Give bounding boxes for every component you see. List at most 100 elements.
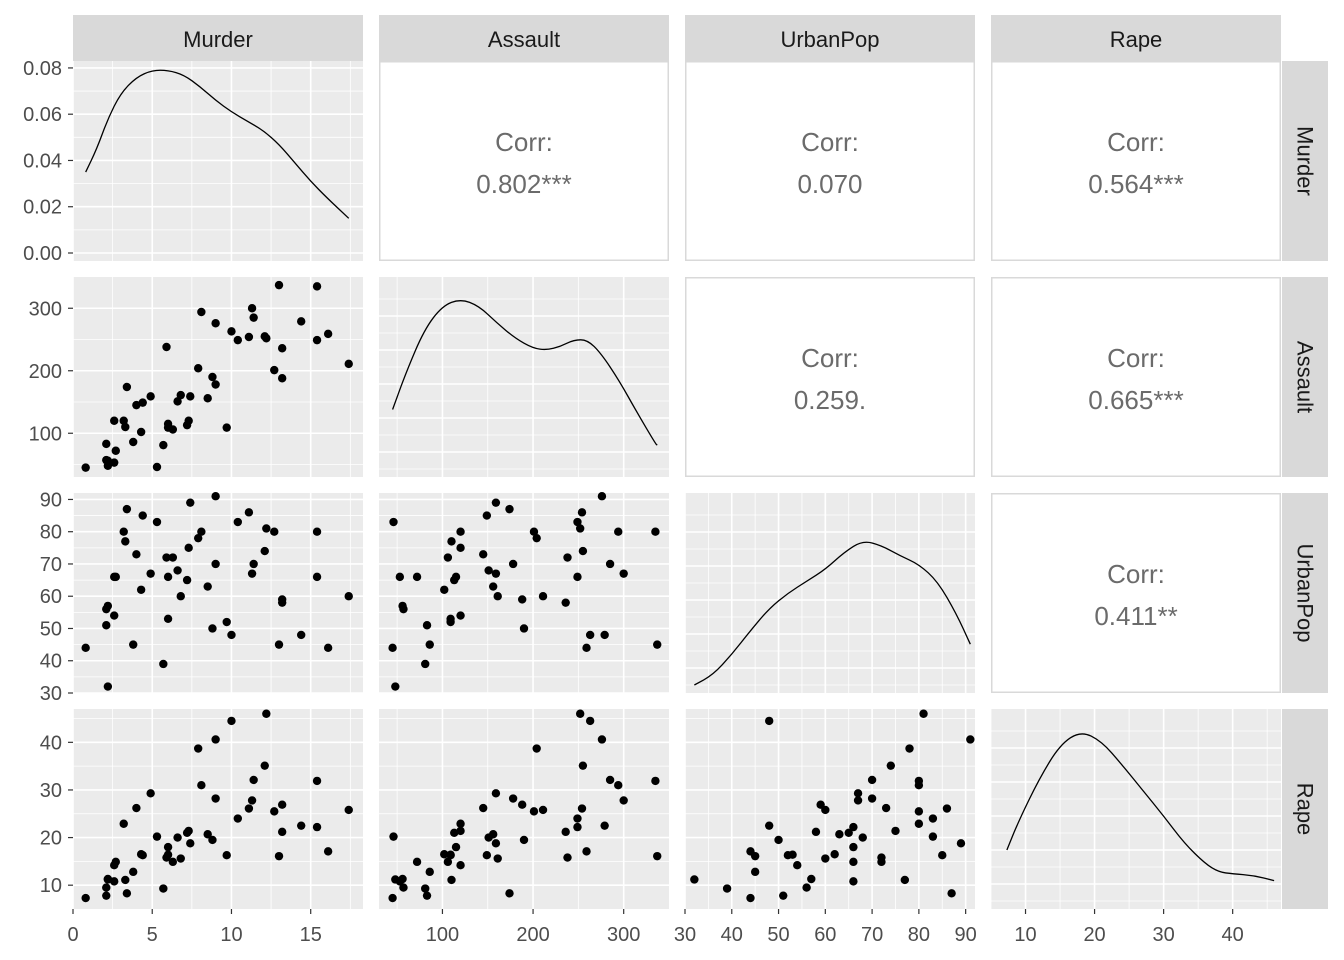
scatter-point (323, 847, 333, 856)
scatter-point (110, 877, 119, 886)
scatter-point (249, 775, 258, 785)
scatter-point (136, 850, 146, 859)
x-tick-label: 70 (861, 924, 883, 946)
scatter-point (111, 857, 120, 867)
scatter-point (162, 342, 171, 352)
scatter-point (168, 425, 178, 434)
scatter-point (389, 517, 398, 527)
scatter-point (227, 630, 236, 640)
scatter-point (260, 761, 269, 770)
column-strip-murder (73, 15, 363, 61)
y-tick-label: 40 (40, 732, 62, 754)
scatter-point (421, 659, 430, 669)
scatter-point (312, 822, 322, 832)
scatter-point (491, 498, 501, 507)
scatter-point (443, 857, 453, 867)
scatter-point (103, 875, 113, 884)
column-strip-assault (379, 15, 669, 61)
panel-background (991, 709, 1281, 909)
scatter-point (162, 553, 171, 562)
scatter-point (152, 517, 162, 527)
scatter-point (938, 850, 947, 860)
scatter-point (573, 822, 582, 832)
panel-background (73, 277, 363, 477)
scatter-point (222, 850, 231, 860)
column-strip-label: UrbanPop (780, 27, 879, 52)
scatter-point (277, 800, 287, 809)
scatter-point (193, 533, 203, 543)
scatter-point (110, 458, 119, 467)
scatter-point (159, 659, 168, 669)
scatter-point (388, 893, 397, 903)
scatter-point (900, 875, 910, 885)
scatter-point (573, 517, 582, 527)
scatter-point (152, 832, 162, 841)
scatter-point (446, 850, 455, 859)
scatter-point (891, 826, 900, 836)
scatter-point (886, 761, 896, 770)
corr-value: 0.411** (1094, 601, 1177, 631)
scatter-point (493, 592, 502, 601)
scatter-point (222, 423, 231, 432)
y-tick-label: 0.06 (23, 104, 62, 126)
scatter-point (270, 527, 279, 536)
x-tick-label: 30 (674, 924, 696, 946)
y-tick-label: 100 (29, 423, 62, 445)
scatter-point (746, 893, 755, 903)
scatter-point (227, 327, 236, 336)
scatter-point (456, 819, 465, 828)
panel-background (379, 709, 669, 909)
scatter-point (163, 572, 173, 582)
scatter-point (482, 850, 492, 860)
scatter-point (110, 572, 119, 582)
scatter-point (835, 830, 844, 839)
scatter-point (508, 559, 518, 569)
scatter-point (132, 550, 141, 559)
scatter-point (614, 527, 623, 536)
scatter-point (519, 835, 529, 845)
scatter-point (222, 617, 231, 627)
scatter-point (270, 807, 279, 816)
corr-label: Corr: (1107, 559, 1165, 589)
column-strip-urbanpop (685, 15, 975, 61)
x-tick-label: 10 (1014, 924, 1036, 946)
scatter-point (197, 527, 206, 536)
scatter-point (597, 492, 607, 501)
scatter-point (412, 572, 422, 582)
scatter-point (493, 854, 502, 863)
scatter-point (774, 835, 783, 845)
scatter-point (247, 304, 257, 313)
y-tick-label: 30 (40, 780, 62, 802)
scatter-point (956, 839, 966, 848)
scatter-point (159, 440, 168, 450)
scatter-point (227, 716, 236, 726)
scatter-point (942, 804, 952, 813)
scatter-point (81, 643, 90, 653)
y-tick-label: 90 (40, 489, 62, 511)
scatter-point (947, 889, 956, 898)
scatter-point (122, 889, 132, 898)
scatter-point (561, 827, 570, 837)
scatter-point (575, 524, 585, 533)
scatter-point (184, 416, 193, 425)
scatter-point (244, 508, 254, 517)
scatter-point (146, 569, 155, 578)
y-tick-label: 0.08 (23, 58, 62, 80)
scatter-point (816, 800, 825, 809)
x-tick-label: 80 (908, 924, 930, 946)
x-tick-label: 20 (1083, 924, 1105, 946)
scatter-point (881, 803, 891, 813)
scatter-point (690, 875, 699, 884)
density-curve-murder (85, 69, 350, 219)
scatter-point (802, 883, 811, 892)
scatter-point (578, 761, 588, 770)
scatter-point (312, 572, 322, 582)
scatter-point (488, 582, 498, 591)
y-tick-label: 0.00 (23, 243, 62, 265)
scatter-point (277, 827, 287, 837)
density-curve-urbanpop (694, 541, 971, 686)
scatter-point (651, 776, 660, 786)
scatter-point (344, 359, 353, 369)
corr-value: 0.259. (794, 385, 866, 415)
scatter-point (619, 569, 628, 578)
